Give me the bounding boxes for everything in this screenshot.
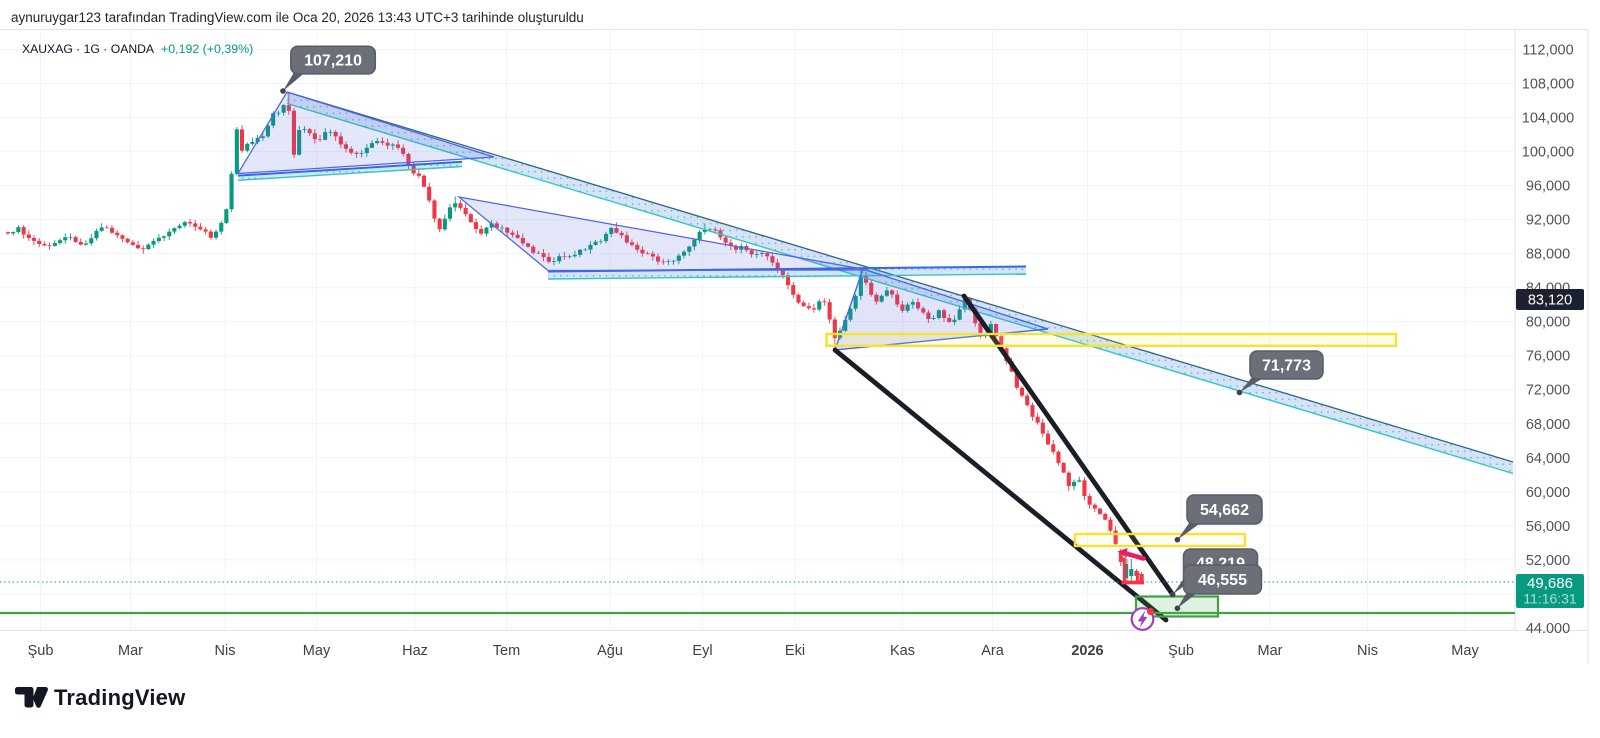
svg-text:68,000: 68,000 bbox=[1526, 417, 1570, 433]
svg-text:aynuruygar123 tarafından Tradi: aynuruygar123 tarafından TradingView.com… bbox=[11, 10, 584, 25]
svg-text:Eki: Eki bbox=[785, 643, 805, 659]
svg-text:Mar: Mar bbox=[118, 643, 143, 659]
svg-text:83,120: 83,120 bbox=[1528, 293, 1572, 309]
svg-text:XAUXAG · 1G · OANDA: XAUXAG · 1G · OANDA bbox=[22, 42, 155, 56]
svg-text:11:16:31: 11:16:31 bbox=[1523, 591, 1577, 607]
svg-text:49,686: 49,686 bbox=[1527, 575, 1573, 592]
svg-text:112,000: 112,000 bbox=[1522, 43, 1573, 59]
svg-text:Şub: Şub bbox=[1168, 643, 1194, 659]
svg-text:Nis: Nis bbox=[215, 643, 236, 659]
svg-text:Eyl: Eyl bbox=[692, 643, 712, 659]
svg-text:+0,192 (+0,39%): +0,192 (+0,39%) bbox=[161, 42, 253, 56]
svg-text:May: May bbox=[303, 643, 331, 659]
svg-text:Şub: Şub bbox=[28, 643, 54, 659]
svg-text:2026: 2026 bbox=[1071, 643, 1103, 659]
svg-text:60,000: 60,000 bbox=[1526, 485, 1570, 501]
svg-text:52,000: 52,000 bbox=[1526, 553, 1570, 569]
svg-text:96,000: 96,000 bbox=[1526, 179, 1570, 195]
svg-text:108,000: 108,000 bbox=[1522, 77, 1574, 93]
svg-text:Haz: Haz bbox=[402, 643, 428, 659]
svg-text:104,000: 104,000 bbox=[1522, 111, 1574, 127]
svg-text:92,000: 92,000 bbox=[1526, 213, 1570, 229]
svg-text:Ara: Ara bbox=[981, 643, 1005, 659]
svg-text:56,000: 56,000 bbox=[1526, 519, 1570, 535]
svg-text:88,000: 88,000 bbox=[1526, 247, 1570, 263]
svg-text:76,000: 76,000 bbox=[1526, 349, 1570, 365]
svg-text:100,000: 100,000 bbox=[1522, 145, 1574, 161]
svg-text:Nis: Nis bbox=[1357, 643, 1378, 659]
svg-text:Tem: Tem bbox=[493, 643, 520, 659]
svg-text:46,555: 46,555 bbox=[1198, 572, 1247, 589]
svg-text:107,210: 107,210 bbox=[304, 53, 362, 70]
svg-text:54,662: 54,662 bbox=[1200, 502, 1249, 519]
svg-text:80,000: 80,000 bbox=[1526, 315, 1570, 331]
svg-text:Mar: Mar bbox=[1258, 643, 1283, 659]
svg-text:Kas: Kas bbox=[890, 643, 915, 659]
svg-text:TradingView: TradingView bbox=[54, 685, 186, 710]
svg-text:72,000: 72,000 bbox=[1526, 383, 1570, 399]
svg-text:44.000: 44.000 bbox=[1526, 621, 1570, 637]
svg-text:64,000: 64,000 bbox=[1526, 451, 1570, 467]
svg-text:May: May bbox=[1451, 643, 1479, 659]
svg-text:71,773: 71,773 bbox=[1262, 358, 1311, 375]
svg-text:Ağu: Ağu bbox=[597, 643, 623, 659]
